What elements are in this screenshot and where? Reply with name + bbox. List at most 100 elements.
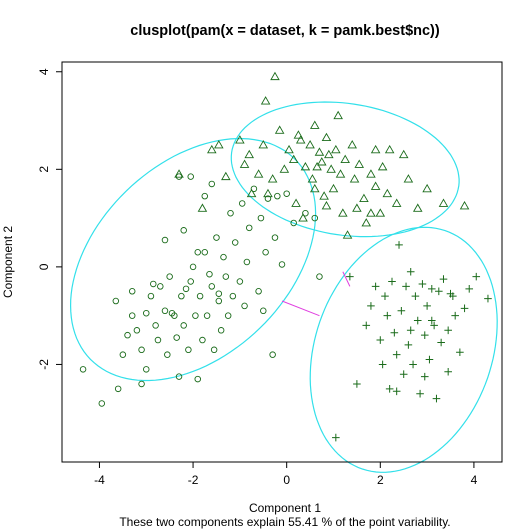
y-axis: -2 0 2 4: [37, 68, 62, 370]
cluster-2-point: [197, 203, 208, 212]
cluster-2-point: [260, 96, 271, 105]
cluster-1-point: [147, 292, 155, 300]
cluster-1-point: [222, 273, 230, 280]
cluster-2-point: [342, 230, 353, 239]
cluster-1-point: [143, 366, 150, 373]
cluster-1-point: [180, 227, 187, 234]
cluster-3-point: [425, 355, 434, 364]
cluster-2-point: [412, 203, 423, 212]
cluster-1-point: [231, 239, 239, 246]
cluster-3-point: [427, 316, 436, 325]
cluster-2-point: [293, 130, 304, 139]
cluster-1-point: [262, 248, 269, 256]
cluster-1-point: [138, 346, 145, 354]
cluster-1-point: [154, 336, 162, 344]
cluster-1-point: [173, 334, 180, 341]
cluster-3-point: [406, 326, 415, 335]
cluster-2-point: [317, 157, 327, 166]
cluster-3-point: [472, 272, 481, 281]
cluster-2-point: [375, 208, 386, 217]
y-tick-label: 4: [37, 68, 51, 75]
cluster-3-point: [392, 387, 401, 396]
cluster-1-point: [224, 312, 232, 319]
cluster-1-point: [257, 214, 265, 222]
cluster-1-point: [274, 192, 281, 200]
cluster-3-point: [423, 302, 431, 310]
cluster-2-point: [270, 71, 280, 81]
cluster-1-point: [194, 375, 201, 383]
cluster-1-point: [213, 234, 220, 241]
cluster-3-point: [392, 350, 401, 359]
cluster-1-point: [201, 248, 209, 256]
cluster-3-point: [404, 341, 413, 349]
cluster-1-point: [311, 214, 319, 222]
cluster-1-point: [119, 351, 127, 358]
cluster-2-point: [398, 149, 409, 159]
cluster-1-point: [112, 297, 120, 305]
cluster-1-point: [238, 200, 246, 207]
cluster-2-point: [284, 144, 294, 154]
cluster-2-point: [258, 140, 269, 149]
cluster-ellipse-3: [309, 226, 498, 473]
cluster-2-point: [359, 193, 369, 203]
cluster-3-point: [484, 294, 492, 303]
cluster-3-point: [376, 336, 385, 344]
cluster-2-point: [307, 174, 318, 183]
cluster-2-point: [391, 198, 402, 207]
cluster-2-point: [295, 135, 306, 144]
cluster-2-point: [335, 169, 346, 178]
cluster-2-point: [263, 188, 273, 198]
cluster-3-point: [353, 380, 361, 388]
cluster-1-point: [290, 219, 297, 227]
cluster-1-point: [269, 351, 276, 358]
cluster-1-point: [185, 346, 192, 354]
cluster-3-point: [381, 292, 389, 300]
x-tick-label: -4: [94, 473, 105, 487]
cluster-1-point: [133, 327, 141, 334]
cluster-3-point: [435, 287, 443, 296]
cluster-1-point: [180, 322, 187, 329]
cluster-3-point: [402, 282, 410, 291]
cluster-1-point: [271, 234, 279, 241]
cluster-2-point: [326, 164, 336, 173]
cluster-1-point: [215, 297, 223, 305]
cluster-1-point: [194, 248, 201, 256]
cluster-1-point: [227, 209, 234, 217]
cluster-3-point: [411, 292, 420, 300]
cluster-2-point: [274, 125, 285, 134]
cluster-1-point: [229, 292, 237, 300]
cluster-2-point: [382, 188, 393, 198]
cluster-1-point: [316, 273, 323, 280]
cluster-1-point: [114, 385, 122, 393]
cluster-2-point: [291, 198, 301, 207]
cluster-3-point: [420, 331, 429, 339]
cluster-3-point: [385, 385, 394, 393]
cluster-3-point: [432, 394, 441, 403]
cluster-3-point: [427, 285, 436, 293]
cluster-3-point: [397, 306, 406, 315]
cluster-1-point: [245, 224, 253, 232]
cluster-2-point: [328, 183, 339, 193]
cluster-1-point: [206, 270, 213, 278]
cluster-2-point: [174, 169, 184, 178]
cluster-2-point: [403, 174, 414, 183]
cluster-2-point: [300, 161, 311, 171]
cluster-2-point: [288, 154, 299, 164]
cluster-2-point: [321, 200, 332, 210]
cluster-3-point: [378, 360, 387, 369]
cluster-2-point: [349, 174, 360, 183]
cluster-1-point: [255, 288, 262, 295]
cluster-3-point: [465, 285, 474, 293]
cluster-1-point: [128, 312, 136, 319]
cluster-1-point: [236, 278, 244, 285]
cluster-2-point: [319, 191, 329, 200]
variability-caption: These two components explain 55.41 % of …: [119, 515, 450, 529]
cluster-3-point: [383, 311, 392, 320]
cluster-1-point: [124, 331, 131, 339]
cluster-1-point: [157, 283, 164, 290]
cluster-3-point: [430, 321, 438, 330]
cluster-1-point: [168, 309, 176, 317]
plot-frame: [61, 61, 503, 463]
cluster-2-point: [370, 144, 381, 154]
